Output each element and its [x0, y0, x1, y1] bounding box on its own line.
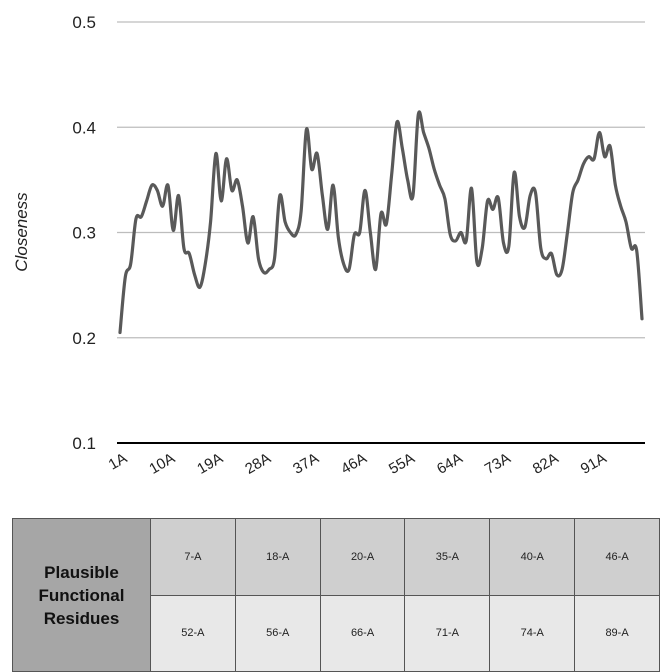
gridlines	[117, 21, 645, 444]
x-tick-label: 19A	[194, 450, 226, 478]
y-tick-label: 0.4	[72, 118, 96, 137]
residue-cell: 89-A	[574, 594, 660, 672]
residue-cell: 46-A	[574, 518, 660, 596]
x-tick-label: 91A	[578, 450, 610, 478]
table-row: 52-A 56-A 66-A 71-A 74-A 89-A	[13, 594, 660, 672]
table-header-cell: Plausible Functional Residues	[12, 518, 151, 672]
y-tick-label: 0.3	[72, 224, 96, 243]
functional-residues-table: Plausible Functional Residues 7-A 18-A 2…	[12, 518, 660, 672]
x-tick-label: 55A	[386, 450, 418, 478]
y-tick-label: 0.5	[72, 13, 96, 32]
residue-cell: 20-A	[319, 518, 406, 596]
x-tick-label: 10A	[146, 450, 178, 478]
residue-cell: 71-A	[404, 594, 491, 672]
x-tick-label: 1A	[106, 450, 130, 474]
x-tick-labels: 1A 10A 19A 28A 37A 46A 55A 64A 73A 82A 91A	[106, 450, 610, 478]
residue-cell: 66-A	[319, 594, 406, 672]
residue-cell: 18-A	[234, 518, 321, 596]
closeness-line-chart: 0.1 0.2 0.3 0.4 0.5 1A 10A 19A 28A 37A 46A 55A 64A 7…	[12, 13, 645, 478]
x-tick-label: 73A	[482, 450, 514, 478]
y-tick-labels: 0.1 0.2 0.3 0.4 0.5	[72, 13, 96, 453]
x-tick-label: 64A	[434, 450, 466, 478]
residue-cell: 7-A	[150, 518, 236, 596]
residue-cell: 74-A	[489, 594, 576, 672]
x-tick-label: 82A	[530, 450, 562, 478]
x-tick-label: 46A	[338, 450, 370, 478]
residue-cell: 56-A	[234, 594, 321, 672]
y-axis-label: Closeness	[12, 192, 31, 272]
x-tick-label: 37A	[290, 450, 322, 478]
residue-cell: 40-A	[489, 518, 576, 596]
x-tick-label: 28A	[242, 450, 274, 478]
y-tick-label: 0.2	[72, 329, 96, 348]
residue-cell: 52-A	[150, 594, 236, 672]
residue-cell: 35-A	[404, 518, 491, 596]
y-tick-label: 0.1	[72, 434, 96, 453]
table-row: Plausible Functional Residues 7-A 18-A 2…	[12, 518, 660, 672]
closeness-series-line	[118, 110, 644, 335]
